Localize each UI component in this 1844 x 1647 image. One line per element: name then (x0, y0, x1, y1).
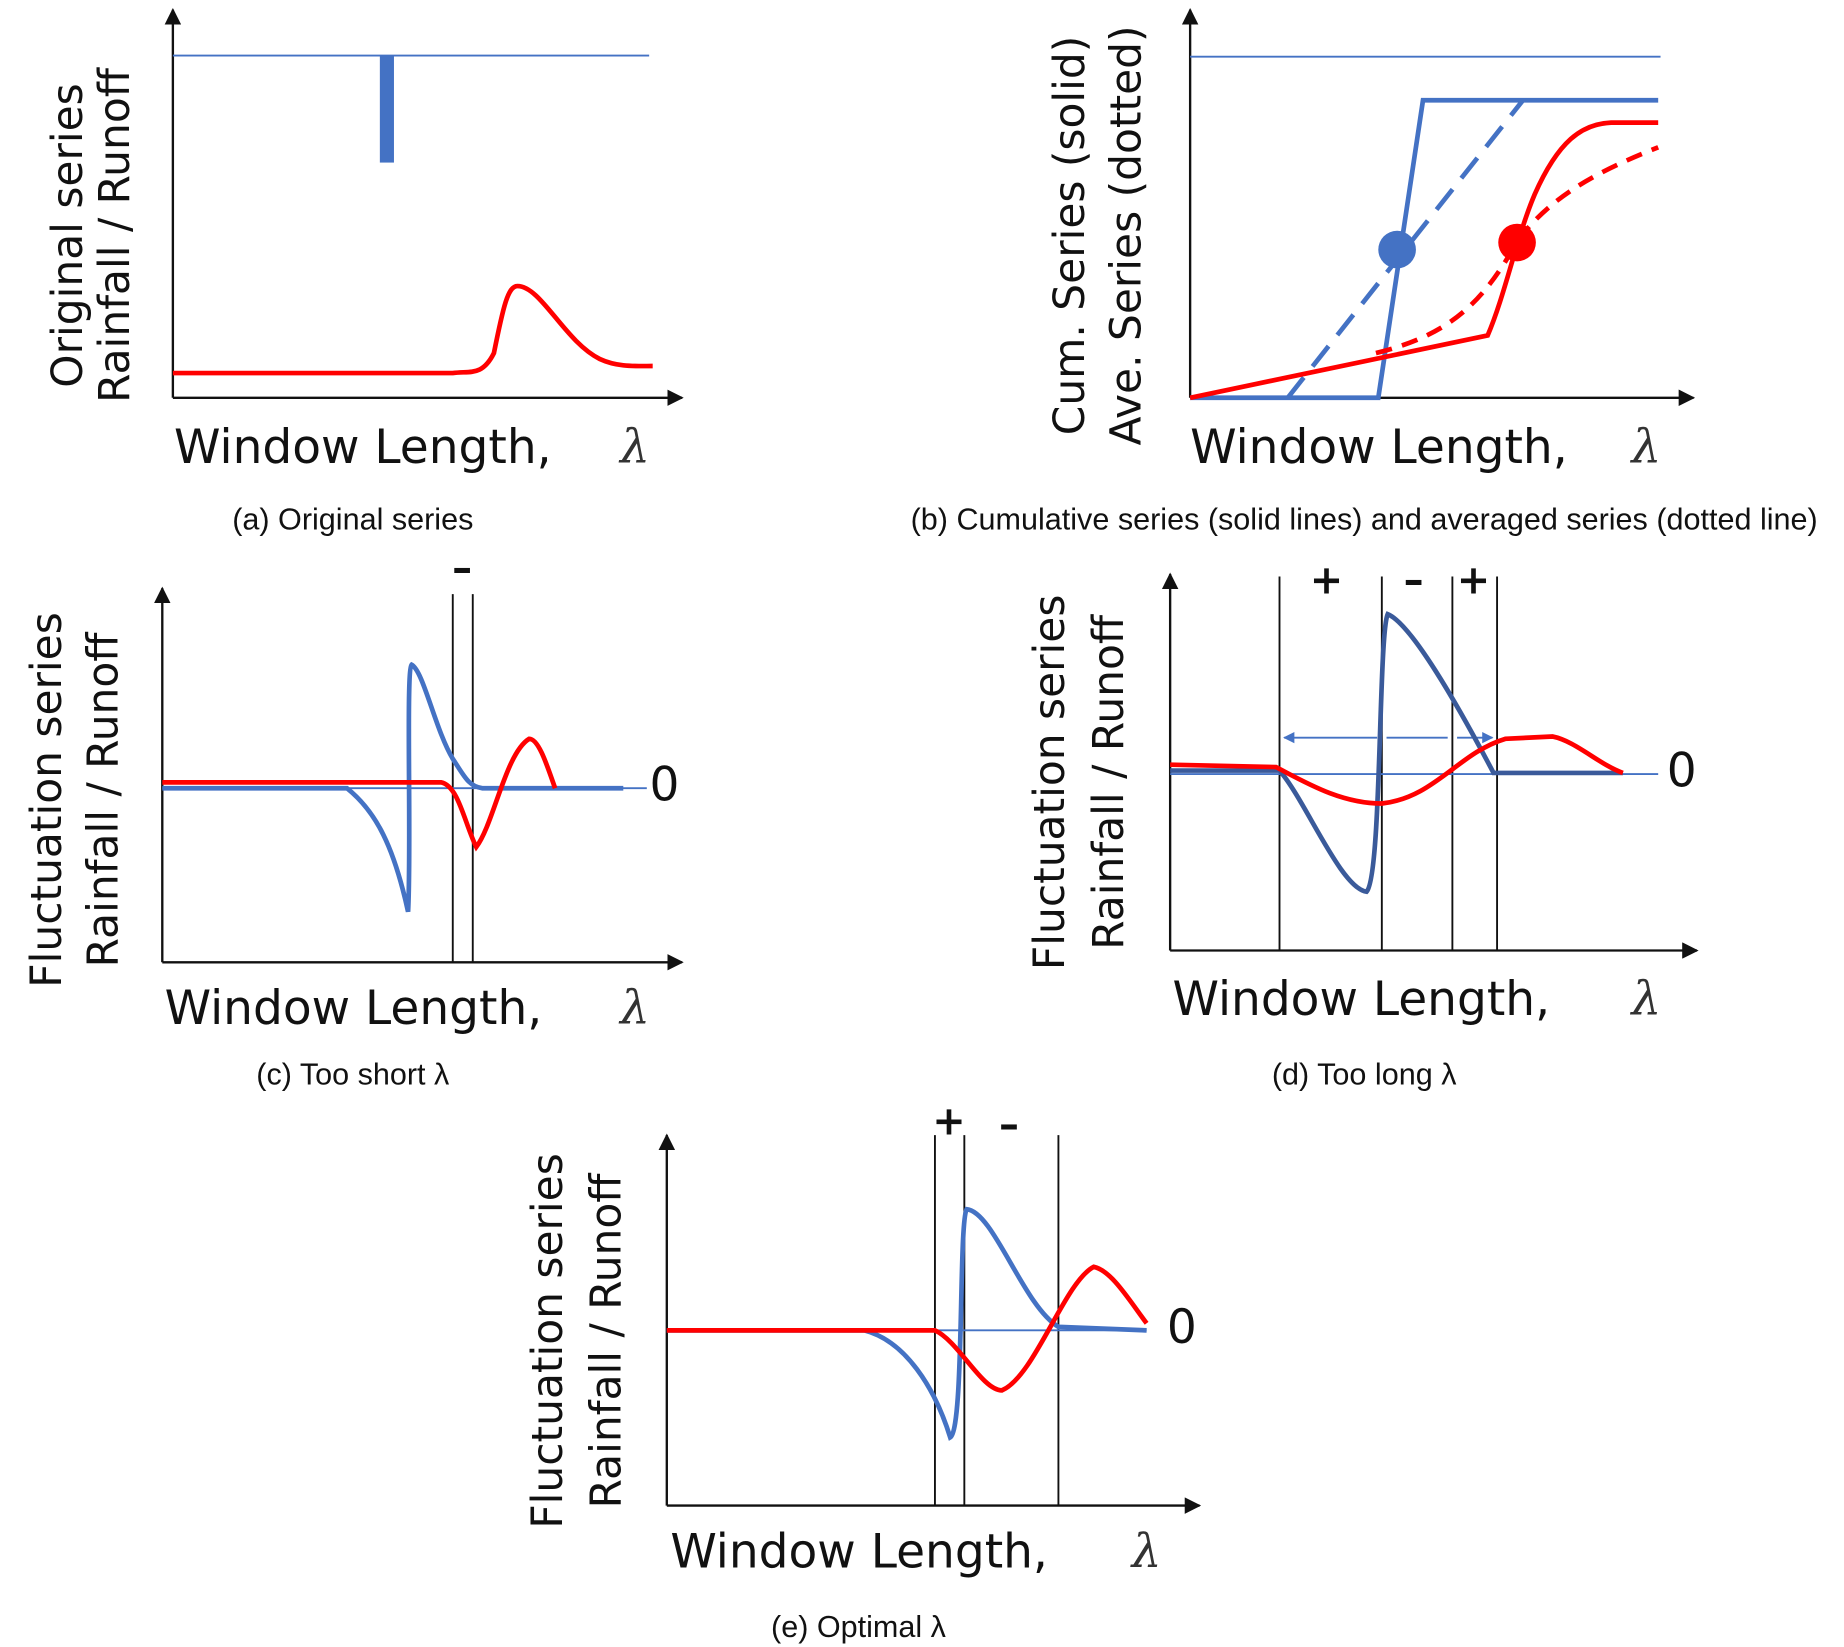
y-axis-label: Rainfall / Runoff (1084, 614, 1133, 950)
y-axis-label: Rainfall / Runoff (582, 1173, 631, 1509)
red-curve (1170, 734, 1624, 806)
blue-curve (162, 661, 624, 913)
point-marker (1498, 223, 1536, 262)
label: Window Length, (1172, 972, 1550, 1027)
sign-label: – (1404, 557, 1424, 603)
y-axis-label: Fluctuation series (1025, 595, 1074, 970)
panel-b: Cum. Series (solid) Ave. Series (dotted)… (911, 8, 1818, 536)
label: Window Length, (670, 1524, 1048, 1579)
red-curve (1189, 120, 1659, 401)
label: Window Length, (1190, 420, 1568, 475)
rainfall-bar (379, 55, 394, 163)
label: Window Length, (174, 420, 552, 475)
blue-curve (666, 1206, 1147, 1441)
sign-label: + (1310, 557, 1344, 603)
caption: (a) Original series (232, 502, 473, 536)
divider-line (451, 594, 474, 963)
y-axis-label: Rainfall / Runoff (78, 632, 127, 968)
caption: (c) Too short λ (256, 1057, 450, 1091)
blue-curve (1170, 611, 1623, 895)
label: Window Length, (165, 981, 543, 1036)
label: 0 (1167, 1300, 1197, 1355)
panel-c: – 0 Fluctuation series Rainfall / Runoff… (22, 546, 684, 1091)
x-axis-symbol: λ (618, 981, 650, 1036)
y-axis-label: Fluctuation series (523, 1153, 572, 1528)
x-axis-symbol: λ (1630, 971, 1662, 1026)
x-axis-symbol: λ (1130, 1524, 1162, 1579)
y-axis-label: Cum. Series (solid) (1045, 36, 1094, 436)
y-axis-label: Original series (43, 83, 92, 387)
divider-line (1278, 576, 1499, 951)
caption: (b) Cumulative series (solid lines) and … (911, 502, 1818, 536)
sign-label: + (1457, 557, 1491, 603)
red-curve (1375, 145, 1660, 356)
red-curve (162, 736, 558, 852)
sign-label: – (999, 1102, 1019, 1148)
red-curve (666, 1264, 1149, 1393)
x-axis-symbol: λ (618, 420, 650, 475)
blue-curve (1285, 98, 1525, 400)
red-curve (172, 283, 653, 376)
label: 0 (1667, 744, 1697, 799)
panel-e: + – 0 Fluctuation series Rainfall / Runo… (523, 1098, 1202, 1644)
blue-curve (1190, 97, 1659, 401)
y-axis-label: Rainfall / Runoff (90, 67, 139, 403)
sign-label: + (932, 1098, 966, 1144)
label: 0 (649, 758, 679, 813)
point-marker (1378, 230, 1416, 269)
caption: (d) Too long λ (1272, 1057, 1457, 1091)
caption: (e) Optimal λ (771, 1610, 947, 1644)
x-axis-symbol: λ (1630, 420, 1662, 475)
panel-a: Original series Rainfall / Runoff Window… (43, 8, 684, 536)
y-axis-label: Ave. Series (dotted) (1101, 25, 1150, 445)
sign-label: – (452, 546, 472, 592)
divider-line (933, 1135, 1060, 1506)
y-axis-label: Fluctuation series (22, 612, 71, 987)
panel-d: + – + 0 Fluctuation series Rainfall / Ru… (1025, 557, 1699, 1091)
